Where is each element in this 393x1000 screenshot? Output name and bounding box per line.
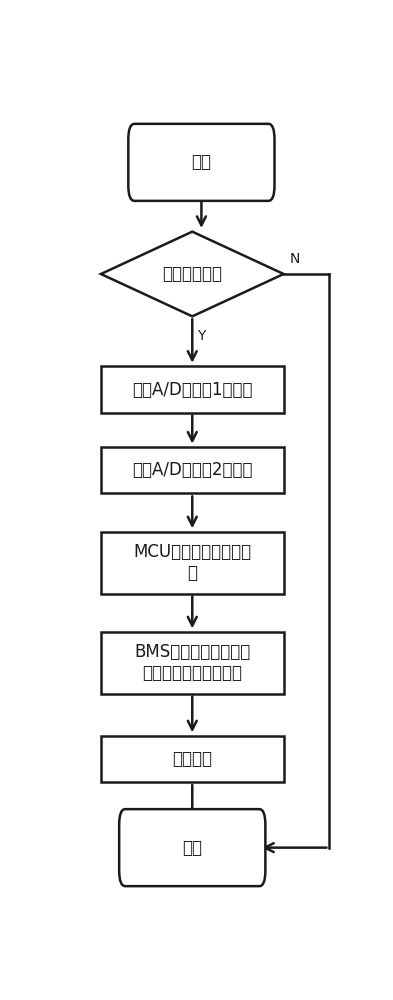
Text: N: N — [290, 252, 300, 266]
FancyBboxPatch shape — [119, 809, 265, 886]
Text: BMS系统根据电阻值确
定充电策略的各项指标: BMS系统根据电阻值确 定充电策略的各项指标 — [134, 643, 250, 682]
Text: Y: Y — [197, 329, 205, 343]
Text: MCU计算插头中的电阻
值: MCU计算插头中的电阻 值 — [133, 543, 252, 582]
Bar — [101, 366, 284, 413]
FancyBboxPatch shape — [129, 124, 274, 201]
Text: 获得A/D转换器2的数据: 获得A/D转换器2的数据 — [132, 461, 253, 479]
Bar — [101, 632, 284, 694]
Text: 充电插头插上: 充电插头插上 — [162, 265, 222, 283]
Text: 获得A/D转换器1的数据: 获得A/D转换器1的数据 — [132, 380, 253, 398]
Text: 返回: 返回 — [182, 839, 202, 857]
Bar — [101, 532, 284, 594]
Polygon shape — [101, 232, 284, 316]
Text: 开始: 开始 — [191, 153, 211, 171]
Bar — [101, 736, 284, 782]
Bar — [101, 447, 284, 493]
Text: 开始充电: 开始充电 — [172, 750, 212, 768]
